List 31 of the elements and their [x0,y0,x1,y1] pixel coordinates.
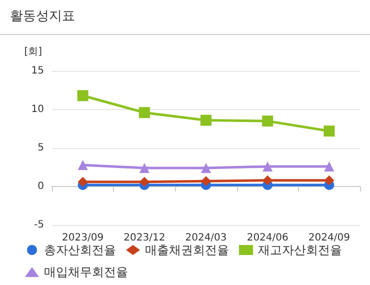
y-tick-label: 0 [38,181,44,192]
chart-title: 활동성지표 [0,0,370,35]
point [138,107,150,118]
legend-label: 재고자산회전율 [258,243,342,257]
point [262,116,274,127]
point [324,126,335,137]
point [324,175,334,186]
y-tick-label: 5 [38,142,44,154]
x-tick-label: 2024/09 [308,232,350,244]
point [78,176,88,187]
point [262,161,273,172]
point [139,176,150,187]
y-tick-label: 15 [31,66,44,76]
y-tick-label: 10 [31,104,44,115]
point [324,161,334,172]
legend-label: 총자산회전율 [44,243,116,257]
x-tick-label: 2023/09 [62,232,104,244]
legend-label: 매출채권회전율 [145,243,229,257]
point [139,163,150,174]
x-tick-label: 2024/06 [246,232,288,244]
point [262,175,273,186]
y-axis-title: [회] [24,46,42,58]
point [200,114,212,126]
y-tick-label: -5 [34,220,44,230]
point [201,176,211,186]
point [201,163,211,174]
point [77,90,88,102]
x-tick-label: 2024/03 [185,232,227,244]
point [78,160,88,170]
x-tick-label: 2023/12 [124,232,166,244]
legend-label: 매입채무회전율 [44,265,128,279]
